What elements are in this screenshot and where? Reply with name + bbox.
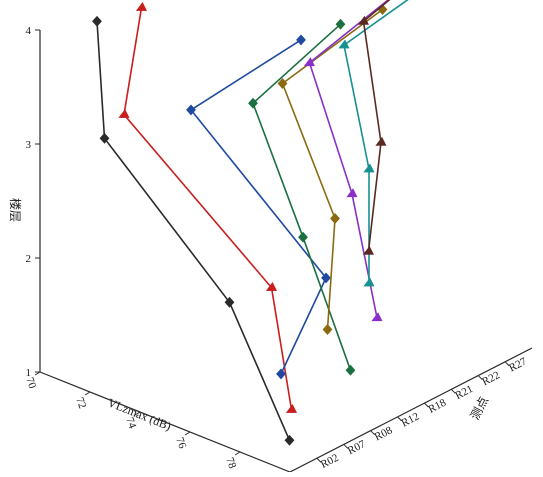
data-point-marker bbox=[363, 277, 375, 287]
data-point-marker bbox=[346, 188, 358, 198]
vlz-tick bbox=[134, 411, 141, 416]
vlz-tick-label: 74 bbox=[123, 416, 138, 431]
floor-tick-label: 1 bbox=[26, 367, 32, 379]
data-point-marker bbox=[265, 282, 277, 291]
vlz-tick-label: 78 bbox=[223, 456, 238, 471]
data-point-marker bbox=[276, 368, 286, 380]
vlz-tick-label: 70 bbox=[23, 376, 38, 391]
data-point-marker bbox=[321, 272, 331, 284]
floor-ticks: 1 2 3 4 bbox=[26, 25, 40, 379]
vlz-tick bbox=[84, 391, 91, 396]
series-line bbox=[362, 0, 391, 252]
point-tick bbox=[343, 444, 349, 449]
series-r08 bbox=[186, 34, 331, 380]
point-tick bbox=[477, 375, 483, 380]
point-tick-label: R21 bbox=[453, 383, 475, 402]
data-point-marker bbox=[363, 163, 375, 173]
series-r12 bbox=[248, 18, 356, 376]
data-point-marker bbox=[362, 245, 374, 255]
vlz-axis-title: VLzmax (dB) bbox=[106, 395, 173, 433]
vlz-tick bbox=[184, 431, 191, 436]
data-point-marker bbox=[118, 109, 130, 118]
data-point-marker bbox=[322, 324, 333, 335]
series-r21 bbox=[303, 0, 390, 322]
point-tick bbox=[504, 361, 510, 367]
vlz-tick-label: 72 bbox=[73, 396, 88, 410]
data-point-marker bbox=[371, 312, 383, 322]
axes bbox=[39, 30, 533, 473]
point-tick-label: R12 bbox=[399, 411, 421, 430]
point-tick bbox=[424, 402, 429, 408]
data-point-marker bbox=[186, 104, 196, 116]
floor-tick-label: 3 bbox=[26, 139, 32, 151]
point-axis-title: 测点 bbox=[468, 394, 491, 422]
vlz-tick bbox=[234, 451, 241, 456]
data-point-marker bbox=[224, 296, 235, 308]
series-line bbox=[343, 0, 409, 284]
series-r22 bbox=[338, 0, 409, 287]
series-line bbox=[190, 39, 327, 375]
series-r02 bbox=[92, 15, 295, 446]
data-point-marker bbox=[284, 434, 295, 446]
vlz-tick-label: 76 bbox=[173, 436, 188, 451]
floor-tick-label: 2 bbox=[26, 253, 32, 265]
series-line bbox=[96, 21, 291, 441]
point-tick-label: R02 bbox=[319, 452, 341, 471]
data-point-marker bbox=[298, 231, 308, 243]
data-point-marker bbox=[92, 15, 102, 27]
data-point-marker bbox=[285, 404, 297, 413]
data-point-marker bbox=[335, 18, 346, 30]
point-tick-label: R07 bbox=[346, 438, 368, 457]
floor-tick-label: 4 bbox=[26, 25, 32, 37]
data-point-marker bbox=[248, 97, 258, 109]
series-group bbox=[92, 0, 409, 446]
data-point-marker bbox=[99, 132, 110, 144]
vlz-tick bbox=[34, 371, 41, 376]
data-point-marker bbox=[277, 78, 288, 89]
point-tick bbox=[397, 416, 402, 422]
data-point-marker bbox=[296, 34, 306, 46]
series-line bbox=[252, 23, 352, 371]
series-line bbox=[123, 7, 293, 410]
point-tick bbox=[370, 430, 376, 436]
data-point-marker bbox=[357, 15, 369, 25]
point-tick-label: R08 bbox=[373, 424, 395, 443]
point-axis-line bbox=[289, 347, 533, 473]
point-tick bbox=[316, 457, 322, 463]
data-point-marker bbox=[338, 39, 350, 49]
point-tick-label: R18 bbox=[426, 397, 448, 416]
data-point-marker bbox=[375, 136, 387, 146]
data-point-marker bbox=[303, 57, 315, 67]
data-point-marker bbox=[330, 213, 340, 224]
point-tick-label: R22 bbox=[480, 369, 502, 388]
data-point-marker bbox=[345, 364, 356, 376]
floor-axis-title: 楼层 bbox=[8, 198, 23, 222]
vlz-axis-line bbox=[39, 371, 291, 473]
point-tick-label: R27 bbox=[507, 355, 529, 374]
series-line bbox=[308, 0, 390, 318]
series-r27 bbox=[357, 0, 391, 255]
data-point-marker bbox=[135, 2, 147, 11]
series-r07 bbox=[118, 2, 297, 413]
series-line bbox=[281, 8, 383, 330]
point-tick bbox=[450, 388, 456, 394]
